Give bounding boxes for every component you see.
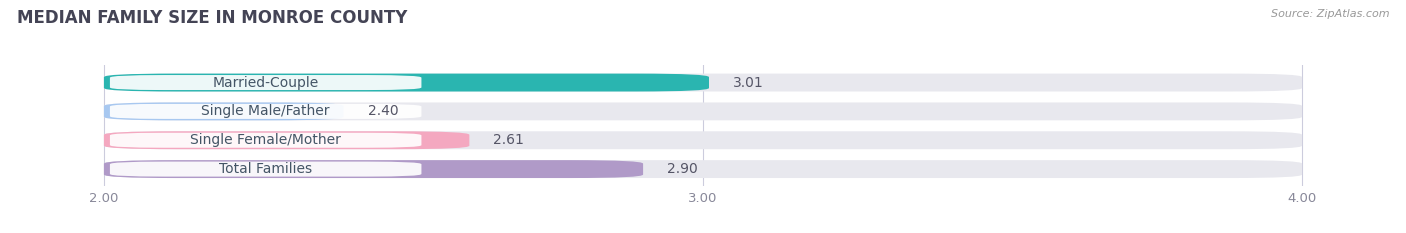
FancyBboxPatch shape [104, 160, 1302, 178]
FancyBboxPatch shape [110, 162, 422, 177]
Text: Single Male/Father: Single Male/Father [201, 104, 330, 118]
FancyBboxPatch shape [104, 74, 709, 92]
FancyBboxPatch shape [104, 103, 1302, 120]
Text: 2.40: 2.40 [367, 104, 398, 118]
Text: Source: ZipAtlas.com: Source: ZipAtlas.com [1271, 9, 1389, 19]
FancyBboxPatch shape [110, 133, 422, 148]
Text: 3.01: 3.01 [733, 75, 763, 89]
FancyBboxPatch shape [110, 104, 422, 119]
Text: Married-Couple: Married-Couple [212, 75, 319, 89]
Text: 2.61: 2.61 [494, 133, 524, 147]
FancyBboxPatch shape [104, 131, 1302, 149]
FancyBboxPatch shape [110, 75, 422, 90]
Text: Total Families: Total Families [219, 162, 312, 176]
FancyBboxPatch shape [104, 74, 1302, 92]
Text: MEDIAN FAMILY SIZE IN MONROE COUNTY: MEDIAN FAMILY SIZE IN MONROE COUNTY [17, 9, 408, 27]
FancyBboxPatch shape [104, 131, 470, 149]
FancyBboxPatch shape [104, 160, 643, 178]
Text: Single Female/Mother: Single Female/Mother [190, 133, 342, 147]
Text: 2.90: 2.90 [666, 162, 697, 176]
FancyBboxPatch shape [104, 103, 343, 120]
